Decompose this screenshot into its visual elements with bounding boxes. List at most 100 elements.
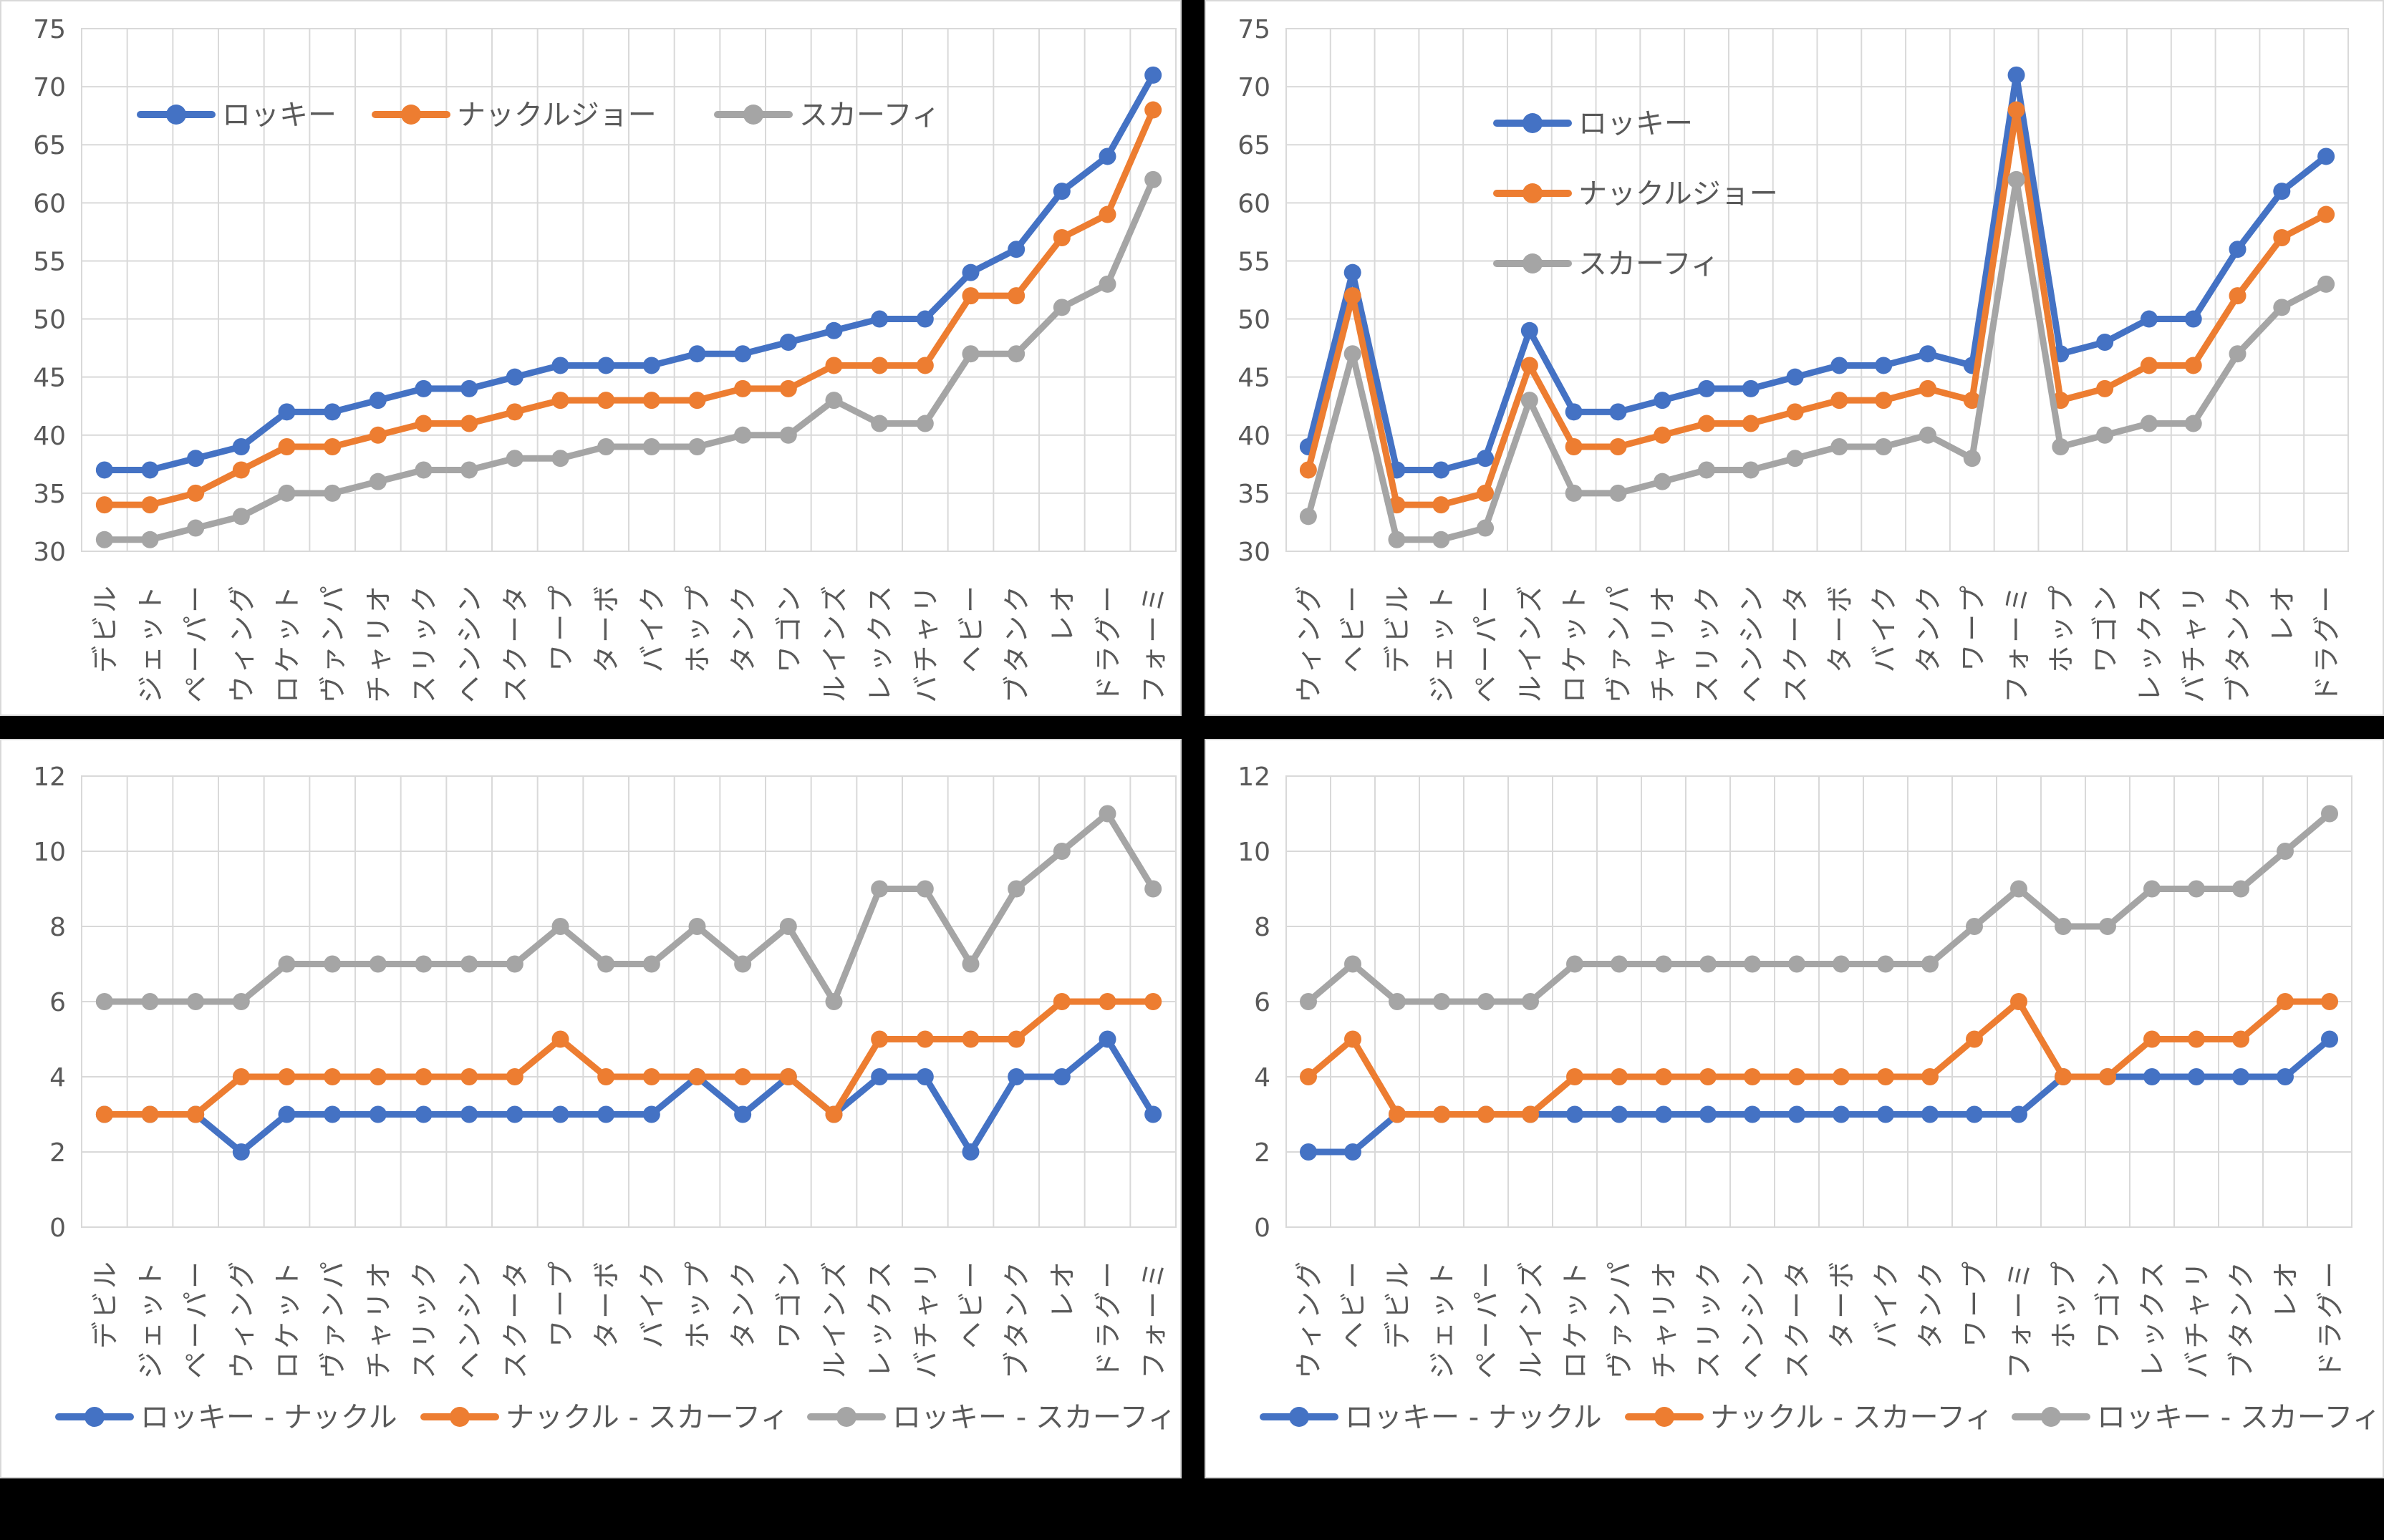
data-point [1565,438,1583,455]
data-point [551,1030,569,1048]
data-point [734,1068,752,1085]
legend-marker-dot [1522,183,1543,203]
data-point [1877,1068,1894,1085]
x-tick-label: ヘビー [956,583,988,673]
y-axis-labels: 0 2 4 6 8 10 12 [1237,762,1270,1243]
data-point [95,1105,113,1123]
data-point [2007,66,2025,84]
x-tick-label: ブタンク [2226,1259,2257,1379]
data-point [369,392,387,410]
data-point [415,1105,433,1123]
data-point [187,484,205,502]
data-point [1477,1105,1495,1123]
data-point [1655,1105,1672,1123]
data-point [642,1105,660,1123]
data-point [1520,392,1538,410]
data-point [2229,241,2247,258]
legend-item: ロッキー - スカーフィ [2012,1401,2381,1434]
data-point [1008,241,1025,258]
data-point [1921,1105,1939,1123]
data-point [415,955,433,973]
x-tick-label: ヴァンパ [1603,583,1634,703]
series-line-3 [101,810,1157,1005]
y-tick-label: 40 [33,422,66,451]
data-point [962,263,980,281]
x-tick-label: ルインズ [819,1259,851,1378]
data-point [779,1068,797,1085]
y-tick-label: 65 [1237,131,1270,160]
data-point [871,1068,889,1085]
data-point [642,392,660,410]
data-point [551,918,569,935]
chart-panel-bottom-left: 0 2 4 6 8 10 12 デビル ジェット ペーパー ウィング ロケット ヴァンパ チャリオ スリック… [0,739,1182,1478]
data-point [1611,1105,1628,1123]
y-tick-label: 45 [33,364,66,393]
x-tick-label: ウィング [1293,1259,1325,1379]
data-point [95,531,113,548]
data-point [460,1068,478,1085]
data-point [871,880,889,898]
x-tick-label: ジェット [1426,583,1457,703]
series-markers-2 [95,993,1162,1123]
data-point [369,473,387,490]
data-point [1144,101,1162,119]
data-point [95,496,113,514]
legend-item: ナックルジョー [372,99,657,132]
data-point [551,1105,569,1123]
x-tick-label: バイク [637,583,668,672]
data-point [1609,484,1627,502]
x-tick-label: ドラグー [2315,1259,2346,1379]
legend-label: ナックルジョー [457,99,657,132]
data-point [825,1105,843,1123]
x-tick-label: フォーミ [2002,583,2033,703]
data-point [1099,205,1116,223]
y-tick-label: 35 [1237,480,1270,509]
y-tick-label: 70 [1237,73,1270,102]
data-point [506,368,523,386]
data-point [2188,880,2205,898]
data-point [1344,1143,1361,1161]
data-point [597,357,615,374]
data-point [1053,1068,1071,1085]
legend-item: ロッキー - ナックル [1260,1401,1602,1434]
data-point [1477,993,1495,1010]
legend-label: ロッキー [222,99,337,132]
data-point [1520,357,1538,374]
chart-top_right: 30 35 40 45 50 55 60 65 70 75 ウィング ヘビー デビル ジェット ペーパー ルイ… [1237,15,2349,703]
data-point [1833,955,1850,973]
data-point [734,426,752,444]
data-point [779,918,797,935]
legend-label: ロッキー [1578,107,1693,140]
y-tick-label: 6 [1254,988,1270,1017]
data-point [1654,426,1671,444]
x-axis-labels: ウィング ヘビー デビル ジェット ペーパー ルインズ ロケット ヴァンパ チャリオ スリック ヘン… [1293,583,2342,703]
x-tick-label: ブタンク [1001,583,1033,703]
legend-marker-dot [401,105,421,125]
y-axis-labels: 30 35 40 45 50 55 60 65 70 75 [33,15,66,567]
data-point [1875,438,1893,455]
data-point [916,1068,934,1085]
data-point [2321,993,2338,1010]
data-point [1966,1105,1983,1123]
legend: ロッキー ナックルジョー スカーフィ [137,99,940,132]
y-tick-label: 70 [33,73,66,102]
x-tick-label: ターボ [1824,583,1855,673]
legend-label: スカーフィ [1578,248,1719,281]
chart-top_left: 30 35 40 45 50 55 60 65 70 75 デビル ジェット ペーパー ウィング ロケットヴ… [33,15,1177,703]
data-point [1432,496,1450,514]
x-tick-label: レオ [1047,1259,1078,1319]
data-point [1877,1105,1894,1123]
x-tick-label: ワゴン [2093,1259,2124,1349]
y-tick-label: 65 [33,131,66,160]
data-point [551,357,569,374]
legend-item: ロッキー - スカーフィ [807,1401,1177,1434]
x-tick-label: ジェット [135,1259,167,1379]
data-point [1609,438,1627,455]
x-tick-label: ヴァンパ [1604,1259,1636,1379]
x-tick-label: ウィング [1293,583,1325,703]
data-point [460,955,478,973]
series-markers-1 [95,66,1162,479]
data-point [2052,438,2070,455]
data-point [1008,1030,1025,1048]
data-point [1875,357,1893,374]
